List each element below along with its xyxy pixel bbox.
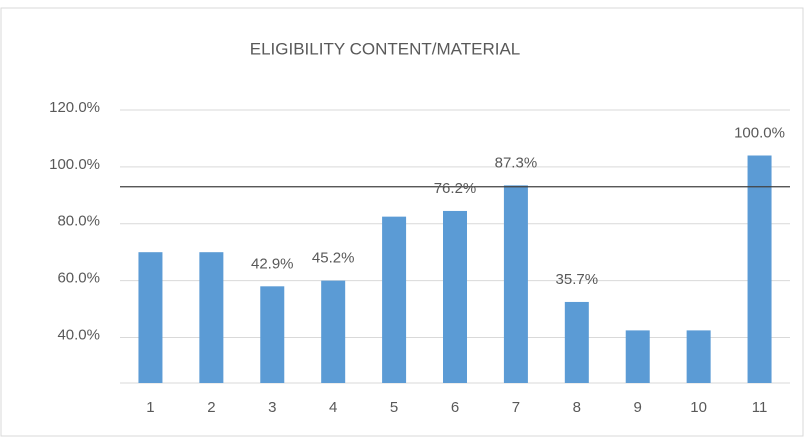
x-tick-label: 2 xyxy=(207,399,215,416)
bar xyxy=(747,155,772,383)
x-tick-label: 8 xyxy=(573,399,581,416)
y-tick-label: 80.0% xyxy=(57,213,100,230)
annotation: 87.3% xyxy=(495,154,538,171)
y-tick-label: 100.0% xyxy=(49,156,100,173)
x-tick-label: 6 xyxy=(451,399,459,416)
chart-title: ELIGIBILITY CONTENT/MATERIAL xyxy=(250,39,520,58)
bar xyxy=(199,252,224,383)
x-tick-label: 9 xyxy=(634,399,642,416)
annotation: 45.2% xyxy=(312,250,355,267)
x-tick-label: 11 xyxy=(752,399,768,416)
annotation: 76.2% xyxy=(434,180,477,197)
y-tick-label: 40.0% xyxy=(57,326,100,343)
annotation: 35.7% xyxy=(556,271,599,288)
x-tick-label: 5 xyxy=(390,399,398,416)
annotation: 42.9% xyxy=(251,255,294,272)
bar xyxy=(382,216,407,383)
annotation: 100.0% xyxy=(734,124,785,141)
bar xyxy=(625,330,650,383)
bar xyxy=(503,185,528,383)
x-tick-label: 7 xyxy=(512,399,520,416)
x-tick-label: 1 xyxy=(146,399,154,416)
y-tick-label: 120.0% xyxy=(49,99,100,116)
x-tick-label: 4 xyxy=(329,399,337,416)
bar xyxy=(260,286,285,383)
x-tick-label: 10 xyxy=(690,399,707,416)
bar xyxy=(138,252,163,383)
bar xyxy=(321,280,346,383)
x-tick-label: 3 xyxy=(268,399,276,416)
bar xyxy=(564,301,589,383)
bar xyxy=(443,210,467,383)
bar xyxy=(686,330,711,383)
y-tick-label: 60.0% xyxy=(57,270,100,287)
